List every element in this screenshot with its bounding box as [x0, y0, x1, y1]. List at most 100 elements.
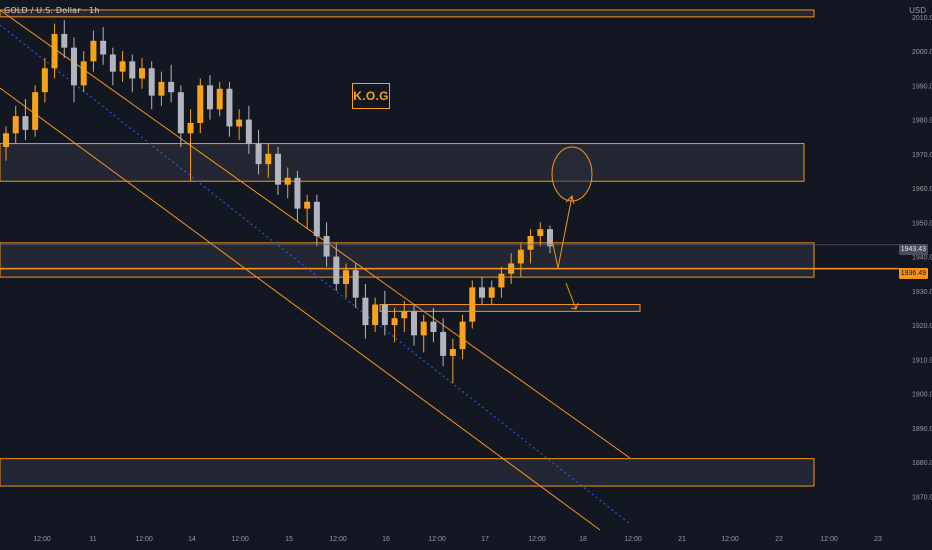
x-tick-label: 16 — [382, 536, 390, 543]
candle-body — [411, 311, 417, 336]
candle — [440, 318, 447, 367]
candle-body — [275, 153, 281, 185]
candle — [333, 242, 340, 291]
candle — [236, 109, 243, 141]
y-tick-label: 1910.00 — [912, 357, 932, 364]
candle — [119, 51, 126, 82]
candle — [197, 78, 204, 134]
y-tick-label: 1880.00 — [912, 460, 932, 467]
candle-body — [3, 133, 9, 147]
candle-body — [207, 85, 213, 110]
candle — [32, 85, 39, 137]
candle-body — [158, 81, 165, 96]
candle-body — [216, 88, 223, 110]
candle-body — [51, 33, 58, 69]
candle-body — [537, 229, 544, 237]
y-tick-label: 1960.00 — [912, 186, 932, 193]
candle-body — [90, 40, 97, 62]
candle — [372, 297, 379, 332]
candle-body — [459, 321, 466, 350]
candle-body — [362, 297, 369, 326]
candle-body — [313, 201, 320, 237]
candle-body — [527, 236, 534, 250]
x-tick-label: 11 — [89, 536, 96, 543]
candle-body — [245, 119, 252, 144]
candle-body — [323, 236, 330, 257]
x-tick-label: 14 — [188, 536, 196, 543]
candle-body — [469, 287, 476, 322]
zone-rect — [0, 9, 815, 18]
candle-body — [284, 177, 291, 185]
candle — [284, 167, 291, 199]
x-tick-label: 12:00 — [33, 536, 51, 543]
candle-body — [381, 304, 388, 326]
candle-body — [61, 33, 68, 48]
candle — [401, 301, 408, 332]
x-tick-label: 12:00 — [329, 536, 347, 543]
candle-body — [119, 61, 126, 72]
candle-body — [547, 229, 553, 247]
y-tick-label: 1970.00 — [912, 152, 932, 159]
zone-rect — [0, 458, 815, 487]
candle-body — [333, 256, 340, 284]
x-tick-label: 12:00 — [721, 536, 739, 543]
y-tick-label: 1950.00 — [912, 220, 932, 227]
candle — [508, 253, 515, 284]
candle — [411, 304, 417, 346]
target-ellipse — [551, 146, 593, 202]
projection-down-arrow — [565, 282, 577, 310]
candle — [255, 129, 262, 175]
last-price-badge: 1943.43 — [898, 244, 928, 255]
y-tick-label: 1870.00 — [912, 494, 932, 501]
projection-annotations — [550, 146, 593, 310]
candle-body — [129, 61, 136, 79]
candle-body — [449, 349, 456, 356]
candle-body — [100, 40, 107, 55]
candle — [245, 105, 252, 154]
candle-body — [236, 119, 243, 127]
y-tick-label: 2010.00 — [912, 15, 932, 22]
currency-label: USD — [909, 6, 926, 15]
candle — [527, 229, 534, 264]
candle-body — [71, 47, 77, 86]
candle-body — [168, 81, 175, 93]
x-tick-label: 23 — [874, 536, 882, 543]
candle-body — [343, 270, 349, 284]
candle — [109, 47, 116, 86]
channel-lower-line — [0, 87, 601, 531]
candle-body — [197, 85, 204, 124]
candle-body — [401, 311, 408, 319]
candle — [139, 57, 145, 89]
x-tick-label: 21 — [678, 536, 686, 543]
x-tick-label: 18 — [579, 536, 587, 543]
candle — [41, 57, 48, 103]
candle — [187, 109, 194, 182]
candle — [343, 263, 349, 298]
candle-body — [420, 321, 427, 336]
candle — [304, 194, 311, 230]
x-tick-label: 22 — [775, 536, 783, 543]
candle — [90, 30, 97, 72]
y-tick-label: 1920.00 — [912, 323, 932, 330]
candle-body — [177, 92, 184, 134]
candle-body — [372, 304, 379, 326]
zone-rect — [0, 143, 805, 182]
y-tick-label: 1980.00 — [912, 118, 932, 125]
candle — [479, 277, 485, 305]
candle — [216, 81, 223, 117]
supply-demand-zones — [0, 9, 900, 487]
candle-body — [508, 263, 515, 274]
candle-body — [32, 92, 39, 130]
y-tick-label: 1940.00 — [912, 255, 932, 262]
candle — [226, 81, 233, 137]
candle — [381, 290, 388, 336]
candle-body — [440, 331, 447, 356]
candle — [80, 51, 87, 93]
symbol-title[interactable]: GOLD / U.S. Dollar · 1h — [4, 6, 100, 15]
candle — [100, 27, 107, 65]
candle — [177, 85, 184, 147]
candle — [3, 126, 9, 161]
price-axis: 1870.00 1880.00 1890.00 1900.00 1910.00 1920.… — [912, 15, 932, 501]
x-tick-label: 12:00 — [528, 536, 546, 543]
